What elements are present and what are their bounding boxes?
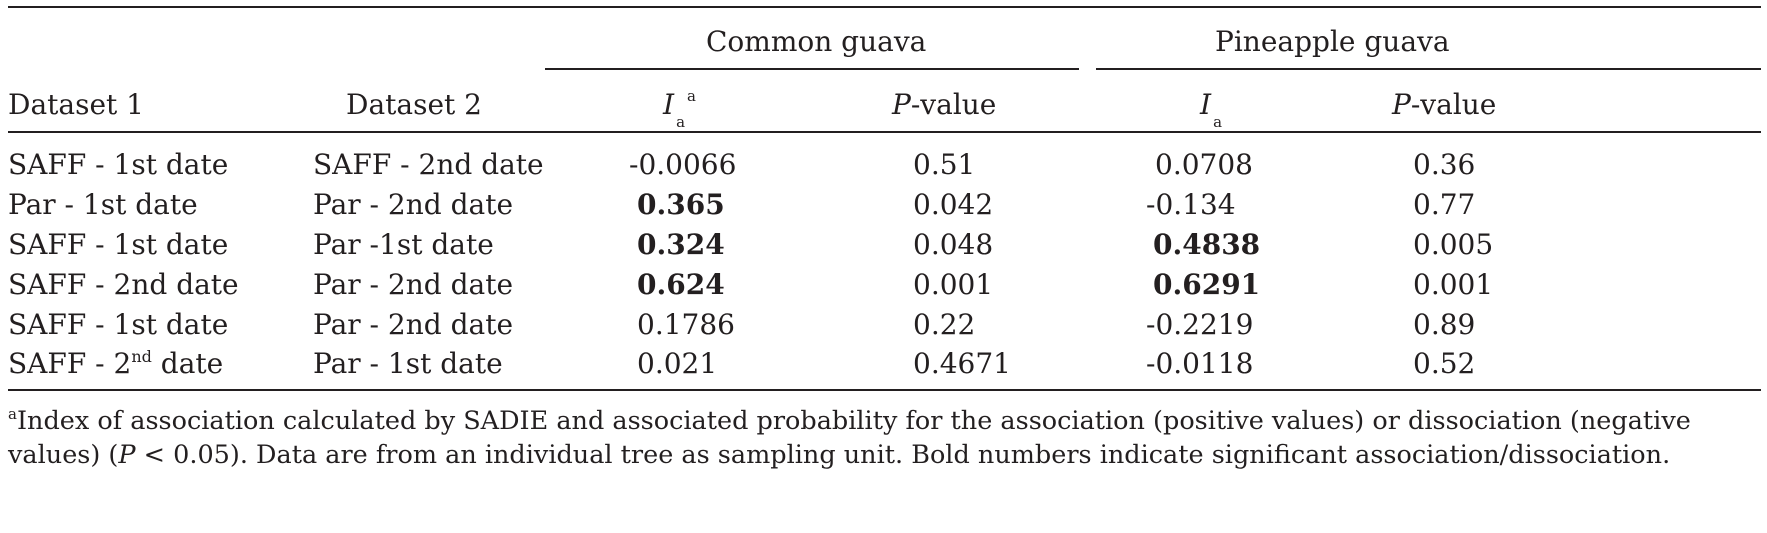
cell-pineapple-ia: -0.0118 (1146, 347, 1254, 380)
p-suffix: -value (910, 88, 997, 121)
col-header-common-ia: Iaa (663, 88, 696, 130)
cell-dataset2: SAFF - 2nd date (313, 148, 544, 181)
ia-subscript: a (1213, 113, 1223, 131)
group-header-pineapple-guava: Pineapple guava (1215, 25, 1450, 58)
cell-dataset2: Par - 2nd date (313, 188, 514, 221)
cell-common-ia: 0.324 (637, 228, 725, 261)
footnote-text-2: < 0.05). Data are from an individual tre… (135, 440, 1671, 470)
cell-common-pvalue: 0.22 (913, 308, 976, 341)
dataset1-suffix: date (151, 347, 224, 380)
cell-pineapple-pvalue: 0.89 (1413, 308, 1476, 341)
cell-dataset2: Par - 2nd date (313, 308, 514, 341)
cell-dataset2: Par - 1st date (313, 347, 503, 380)
ia-letter: I (663, 88, 675, 121)
col-header-pineapple-pvalue: P-value (1392, 91, 1496, 119)
group-header-common-guava: Common guava (706, 25, 927, 58)
cell-pineapple-pvalue: 0.52 (1413, 347, 1476, 380)
cell-pineapple-ia: 0.0708 (1155, 148, 1253, 181)
cell-pineapple-ia: 0.6291 (1153, 268, 1261, 301)
cell-dataset2: Par -1st date (313, 228, 494, 261)
cell-common-ia: 0.1786 (637, 308, 735, 341)
ia-letter: I (1200, 88, 1212, 121)
footnote-p-letter: P (118, 440, 136, 470)
header-rule (8, 131, 1761, 133)
col-header-pineapple-ia: Ia (1200, 88, 1222, 130)
p-suffix: -value (1410, 88, 1497, 121)
cell-dataset1: SAFF - 2nd date (8, 347, 224, 380)
cell-pineapple-ia: -0.134 (1146, 188, 1236, 221)
p-letter: P (892, 88, 911, 121)
cell-dataset1: SAFF - 1st date (8, 148, 229, 181)
cell-common-pvalue: 0.048 (913, 228, 994, 261)
cell-common-pvalue: 0.4671 (913, 347, 1011, 380)
cell-common-ia: 0.021 (637, 347, 718, 380)
cell-pineapple-ia: 0.4838 (1153, 228, 1261, 261)
ia-footnote-marker: a (687, 87, 696, 105)
bottom-rule (8, 389, 1761, 391)
cell-pineapple-ia: -0.2219 (1146, 308, 1254, 341)
cell-common-ia: -0.0066 (629, 148, 737, 181)
cell-common-ia: 0.624 (637, 268, 725, 301)
p-letter: P (1392, 88, 1411, 121)
cell-pineapple-pvalue: 0.77 (1413, 188, 1476, 221)
cell-common-pvalue: 0.001 (913, 268, 994, 301)
col-header-dataset-2: Dataset 2 (346, 88, 482, 121)
pineapple-guava-rule (1096, 68, 1761, 70)
table-footnote: aIndex of association calculated by SADI… (8, 405, 1760, 471)
col-header-dataset-1: Dataset 1 (8, 88, 144, 121)
cell-pineapple-pvalue: 0.005 (1413, 228, 1494, 261)
cell-dataset1: SAFF - 1st date (8, 228, 229, 261)
ia-subscript: a (676, 113, 686, 131)
ordinal-superscript: nd (131, 347, 152, 366)
cell-dataset1: SAFF - 1st date (8, 308, 229, 341)
cell-common-pvalue: 0.51 (913, 148, 976, 181)
top-rule (8, 6, 1761, 8)
footnote-marker: a (8, 405, 17, 423)
cell-dataset1: Par - 1st date (8, 188, 198, 221)
cell-common-pvalue: 0.042 (913, 188, 994, 221)
footnote-text-1: Index of association calculated by SADIE… (8, 406, 1691, 470)
col-header-common-pvalue: P-value (892, 91, 996, 119)
dataset1-prefix: SAFF - 2 (8, 347, 132, 380)
cell-dataset2: Par - 2nd date (313, 268, 514, 301)
cell-pineapple-pvalue: 0.001 (1413, 268, 1494, 301)
cell-common-ia: 0.365 (637, 188, 725, 221)
common-guava-rule (545, 68, 1079, 70)
cell-dataset1: SAFF - 2nd date (8, 268, 239, 301)
cell-pineapple-pvalue: 0.36 (1413, 148, 1476, 181)
